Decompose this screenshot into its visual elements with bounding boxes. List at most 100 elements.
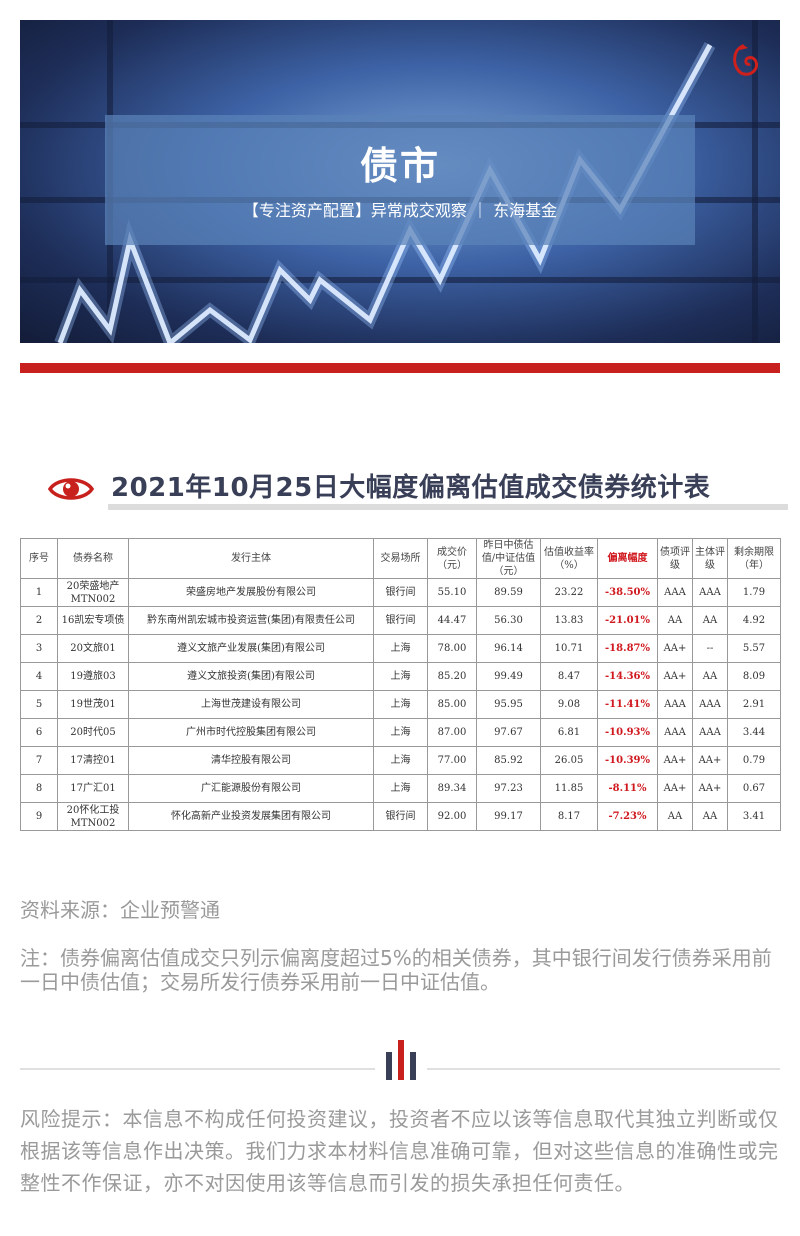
- valuation-cell: 97.67: [476, 718, 541, 747]
- venue-cell: 银行间: [373, 606, 428, 635]
- eye-icon: [48, 478, 94, 500]
- banner-title: 债市: [359, 144, 440, 188]
- table-row: 4 19遵旅03 遵义文旅投资(集团)有限公司 上海 85.20 99.49 8.47 -14…: [20, 662, 781, 691]
- yield-cell: 9.08: [540, 690, 598, 719]
- table-row: 8 17广汇01 广汇能源股份有限公司 上海 89.34 97.23 11.85 -8.11%…: [20, 774, 781, 803]
- issuer-cell: 遵义文旅投资(集团)有限公司: [128, 662, 374, 691]
- yield-cell: 13.83: [540, 606, 598, 635]
- row-index-cell: 5: [20, 690, 58, 719]
- bond-rating-cell: AA: [657, 802, 693, 831]
- venue-cell: 上海: [373, 634, 428, 663]
- yield-cell: 6.81: [540, 718, 598, 747]
- issuer-rating-cell: AA: [692, 802, 728, 831]
- row-index-cell: 8: [20, 774, 58, 803]
- table-row: 6 20时代05 广州市时代控股集团有限公司 上海 87.00 97.67 6.81 -10.…: [20, 718, 781, 747]
- header-price: 成交价（元）: [427, 538, 477, 579]
- venue-cell: 银行间: [373, 802, 428, 831]
- issuer-cell: 清华控股有限公司: [128, 746, 374, 775]
- bond-name-cell: 17清控01: [57, 746, 129, 775]
- venue-cell: 上海: [373, 662, 428, 691]
- bond-deviation-table: 序号 债券名称 发行主体 交易场所 成交价（元） 昨日中债估值/中证估值（元） …: [20, 538, 781, 831]
- header-banner: 债市 【专注资产配置】异常成交观察 ｜ 东海基金: [20, 20, 780, 343]
- row-index-cell: 7: [20, 746, 58, 775]
- header-valuation: 昨日中债估值/中证估值（元）: [476, 538, 541, 579]
- header-issuer-rating: 主体评级: [692, 538, 728, 579]
- bond-name-cell: 20时代05: [57, 718, 129, 747]
- bond-name-cell: 20文旅01: [57, 634, 129, 663]
- remaining-term-cell: 3.44: [727, 718, 781, 747]
- banner-overlay: 债市 【专注资产配置】异常成交观察 ｜ 东海基金: [105, 115, 695, 245]
- bond-rating-cell: AA+: [657, 662, 693, 691]
- divider-bar-right: [410, 1052, 416, 1080]
- deviation-cell: -21.01%: [597, 606, 658, 635]
- deviation-cell: -18.87%: [597, 634, 658, 663]
- remaining-term-cell: 1.79: [727, 578, 781, 607]
- bond-name-cell: 16凯宏专项债: [57, 606, 129, 635]
- venue-cell: 上海: [373, 746, 428, 775]
- table-row: 7 17清控01 清华控股有限公司 上海 77.00 85.92 26.05 -10.39% A…: [20, 746, 781, 775]
- header-bond-rating: 债项评级: [657, 538, 693, 579]
- valuation-cell: 56.30: [476, 606, 541, 635]
- section-underline: [108, 504, 788, 510]
- header-deviation: 偏离幅度: [597, 538, 658, 579]
- valuation-cell: 97.23: [476, 774, 541, 803]
- table-row: 2 16凯宏专项债 黔东南州凯宏城市投资运营(集团)有限责任公司 银行间 44.47 56…: [20, 606, 781, 635]
- valuation-cell: 85.92: [476, 746, 541, 775]
- row-index-cell: 6: [20, 718, 58, 747]
- valuation-cell: 95.95: [476, 690, 541, 719]
- deviation-cell: -8.11%: [597, 774, 658, 803]
- price-cell: 87.00: [427, 718, 477, 747]
- yield-cell: 10.71: [540, 634, 598, 663]
- header-remaining-term: 剩余期限（年）: [727, 538, 781, 579]
- remaining-term-cell: 0.79: [727, 746, 781, 775]
- price-cell: 85.00: [427, 690, 477, 719]
- bond-rating-cell: AA+: [657, 774, 693, 803]
- bond-name-cell: 20怀化工投MTN002: [57, 802, 129, 831]
- deviation-cell: -10.39%: [597, 746, 658, 775]
- risk-disclaimer: 风险提示：本信息不构成任何投资建议，投资者不应以该等信息取代其独立判断或仅根据该…: [20, 1107, 779, 1195]
- bond-rating-cell: AAA: [657, 690, 693, 719]
- yield-cell: 23.22: [540, 578, 598, 607]
- bond-name-cell: 19遵旅03: [57, 662, 129, 691]
- remaining-term-cell: 5.57: [727, 634, 781, 663]
- row-index-cell: 3: [20, 634, 58, 663]
- divider-line-right: [427, 1068, 780, 1070]
- issuer-rating-cell: AA+: [692, 774, 728, 803]
- row-index-cell: 9: [20, 802, 58, 831]
- valuation-cell: 96.14: [476, 634, 541, 663]
- bond-rating-cell: AA: [657, 606, 693, 635]
- banner-subtitle: 【专注资产配置】异常成交观察 ｜ 东海基金: [242, 201, 558, 220]
- bond-rating-cell: AA+: [657, 746, 693, 775]
- header-index: 序号: [20, 538, 58, 579]
- issuer-rating-cell: AAA: [692, 578, 728, 607]
- issuer-cell: 荣盛房地产发展股份有限公司: [128, 578, 374, 607]
- price-cell: 55.10: [427, 578, 477, 607]
- issuer-cell: 遵义文旅产业发展(集团)有限公司: [128, 634, 374, 663]
- deviation-cell: -11.41%: [597, 690, 658, 719]
- header-issuer: 发行主体: [128, 538, 374, 579]
- issuer-rating-cell: AAA: [692, 718, 728, 747]
- valuation-cell: 99.17: [476, 802, 541, 831]
- remaining-term-cell: 8.09: [727, 662, 781, 691]
- bond-name-cell: 20荣盛地产MTN002: [57, 578, 129, 607]
- issuer-rating-cell: AA+: [692, 746, 728, 775]
- bond-name-cell: 17广汇01: [57, 774, 129, 803]
- bond-rating-cell: AAA: [657, 718, 693, 747]
- yield-cell: 26.05: [540, 746, 598, 775]
- venue-cell: 上海: [373, 690, 428, 719]
- price-cell: 44.47: [427, 606, 477, 635]
- deviation-cell: -14.36%: [597, 662, 658, 691]
- yield-cell: 8.17: [540, 802, 598, 831]
- row-index-cell: 1: [20, 578, 58, 607]
- venue-cell: 上海: [373, 718, 428, 747]
- section-header: 2021年10月25日大幅度偏离估值成交债券统计表: [48, 465, 788, 515]
- venue-cell: 银行间: [373, 578, 428, 607]
- price-cell: 89.34: [427, 774, 477, 803]
- issuer-rating-cell: AA: [692, 662, 728, 691]
- venue-cell: 上海: [373, 774, 428, 803]
- issuer-cell: 广汇能源股份有限公司: [128, 774, 374, 803]
- issuer-rating-cell: AAA: [692, 690, 728, 719]
- dragon-logo-icon: [733, 44, 758, 76]
- table-row: 1 20荣盛地产MTN002 荣盛房地产发展股份有限公司 银行间 55.10 89.59 2…: [20, 578, 781, 607]
- divider-line-left: [20, 1068, 375, 1070]
